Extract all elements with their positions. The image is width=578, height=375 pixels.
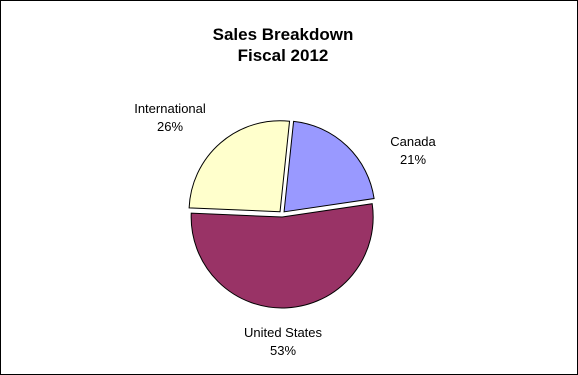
pie-slice-international xyxy=(188,120,291,213)
slice-label-united-states: United States xyxy=(244,325,323,340)
pie-slice-united-states xyxy=(190,203,374,309)
slice-value-canada: 21% xyxy=(400,152,426,167)
chart-title: Sales Breakdown xyxy=(213,25,354,44)
slice-value-united-states: 53% xyxy=(270,343,296,358)
pie-slices xyxy=(188,120,375,309)
slice-label-canada: Canada xyxy=(390,134,436,149)
slice-value-international: 26% xyxy=(157,119,183,134)
chart-subtitle: Fiscal 2012 xyxy=(238,46,329,65)
pie-slice-canada xyxy=(283,120,375,213)
slice-label-international: International xyxy=(134,101,206,116)
